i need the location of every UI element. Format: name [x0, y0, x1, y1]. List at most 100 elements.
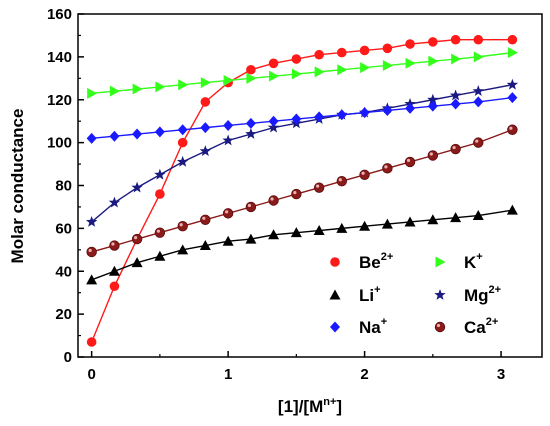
- point-be-8: [268, 58, 279, 69]
- point-ca-2: [131, 233, 143, 245]
- legend-label-ion-ca: Ca: [464, 318, 486, 337]
- legend-item-be: Be2+: [330, 251, 393, 272]
- point-mg-8: [267, 121, 280, 133]
- point-na-15: [427, 100, 438, 112]
- point-li-13: [381, 218, 393, 229]
- point-na-16: [450, 98, 461, 110]
- point-ca-15-highlight: [429, 152, 433, 156]
- point-be-0: [86, 337, 97, 347]
- point-ca-9: [291, 188, 302, 200]
- legend-label-charge-li: +: [374, 284, 380, 296]
- point-ca-7-highlight: [247, 203, 252, 208]
- point-na-4: [177, 124, 188, 136]
- x-tick-label-3: 3: [497, 366, 505, 383]
- point-li-8: [268, 229, 280, 240]
- point-ca-3: [154, 227, 166, 238]
- point-na-10: [314, 111, 325, 123]
- point-mg-5: [199, 145, 212, 157]
- y-tick-label-160: 160: [47, 6, 72, 23]
- legend-item-li: Li+: [329, 284, 381, 305]
- point-be-5: [200, 97, 211, 107]
- point-k-4: [178, 79, 189, 91]
- y-tick-label-40: 40: [55, 263, 72, 280]
- y-tick-label-140: 140: [47, 49, 72, 66]
- point-mg-7: [245, 128, 257, 139]
- point-li-7: [245, 233, 257, 244]
- legend-marker-mg: [434, 289, 446, 300]
- point-k-0: [87, 87, 98, 99]
- point-ca-2-highlight: [133, 235, 138, 240]
- point-ca-0: [86, 246, 97, 258]
- point-ca-5-highlight: [202, 216, 206, 220]
- point-be-18: [507, 34, 518, 45]
- point-na-13: [382, 104, 393, 116]
- point-li-14: [404, 216, 416, 227]
- y-tick-label-60: 60: [55, 220, 72, 237]
- point-k-1: [109, 85, 120, 97]
- legend-label-charge-be: 2+: [381, 251, 394, 263]
- legend-label-charge-ca: 2+: [486, 316, 499, 328]
- y-tick-label-80: 80: [55, 178, 72, 195]
- point-ca-16: [450, 143, 461, 155]
- point-li-2: [131, 257, 143, 268]
- x-tick-label-1: 1: [224, 366, 232, 383]
- point-li-3: [154, 250, 166, 261]
- x-tick-label-2: 2: [360, 366, 368, 383]
- point-ca-14-highlight: [406, 158, 411, 163]
- legend-label-be: Be2+: [359, 251, 393, 272]
- point-mg-0: [85, 215, 98, 227]
- x-axis-title-tail: ]: [336, 397, 342, 416]
- point-be-11: [336, 47, 347, 58]
- point-ca-9-highlight: [293, 190, 297, 195]
- point-li-12: [359, 220, 371, 231]
- y-tick-label-20: 20: [55, 306, 72, 323]
- point-k-7: [246, 72, 257, 84]
- legend-marker-na: [330, 321, 340, 333]
- legend-label-ion-li: Li: [359, 286, 374, 305]
- point-na-18: [507, 92, 518, 104]
- point-ca-11: [336, 176, 347, 187]
- series-line-ca: [91, 129, 513, 253]
- point-be-12: [359, 45, 370, 56]
- point-na-17: [473, 96, 484, 108]
- legend-marker-li: [329, 289, 341, 300]
- legend-marker-ca-highlight: [436, 323, 441, 328]
- point-ca-12: [359, 169, 370, 180]
- point-mg-3: [154, 168, 166, 180]
- point-ca-7: [245, 201, 257, 213]
- point-li-6: [222, 235, 234, 246]
- point-ca-17: [473, 137, 484, 148]
- legend-label-ca: Ca2+: [464, 316, 498, 337]
- legend-item-k: K+: [435, 251, 483, 272]
- legend-label-ion-mg: Mg: [464, 286, 489, 305]
- point-na-12: [359, 107, 370, 119]
- point-li-1: [108, 265, 120, 276]
- point-li-15: [427, 214, 439, 225]
- point-ca-1-highlight: [111, 242, 115, 246]
- legend-item-mg: Mg2+: [434, 284, 501, 305]
- point-mg-4: [176, 155, 189, 167]
- point-k-11: [337, 64, 348, 76]
- legend-label-k: K+: [464, 251, 483, 272]
- point-li-4: [177, 244, 189, 255]
- point-ca-14: [404, 156, 416, 168]
- point-ca-6: [222, 208, 234, 219]
- point-na-14: [405, 102, 416, 114]
- point-li-18: [506, 204, 518, 215]
- y-axis-title: Molar conductance: [8, 109, 27, 264]
- legend-label-charge-mg: 2+: [489, 284, 502, 296]
- point-li-11: [336, 222, 348, 233]
- legend-label-charge-k: +: [476, 251, 482, 263]
- point-na-11: [336, 109, 347, 121]
- legend-label-li: Li+: [359, 284, 381, 305]
- point-ca-8: [268, 195, 279, 206]
- point-be-13: [382, 43, 393, 54]
- point-k-16: [451, 53, 462, 65]
- legend-item-na: Na+: [330, 316, 387, 337]
- point-be-15: [428, 37, 438, 47]
- legend-label-ion-be: Be: [359, 253, 381, 272]
- point-be-7: [246, 64, 256, 75]
- series-line-na: [91, 96, 513, 140]
- x-axis-title-main: [1]/[M: [278, 397, 323, 416]
- point-ca-13: [382, 163, 393, 174]
